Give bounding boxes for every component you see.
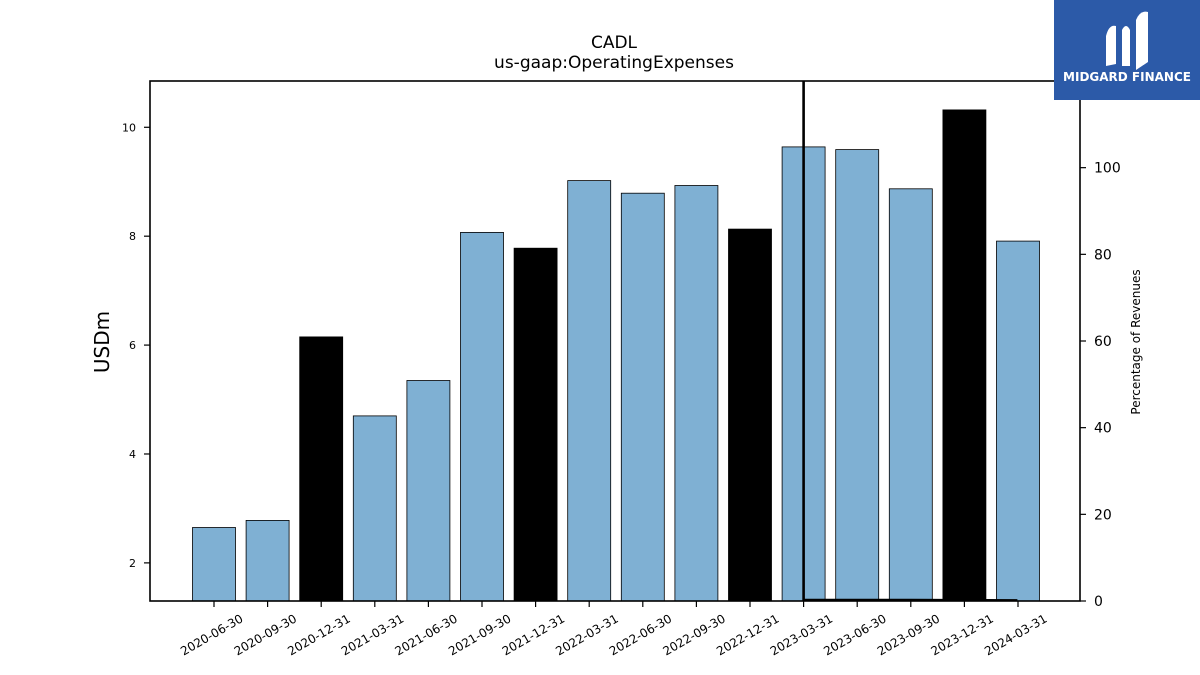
bar-2020-12-31 — [299, 336, 344, 602]
y2-tick-label: 0 — [1094, 594, 1103, 610]
y2-tick-label: 80 — [1094, 247, 1112, 263]
y2-axis-ticks: 0 20 40 60 80 100 — [1080, 161, 1121, 610]
bar-2021-12-31 — [513, 247, 558, 602]
bar-2020-09-30 — [245, 520, 290, 602]
chart-subtitle: us-gaap:OperatingExpenses — [494, 53, 734, 73]
percentage-series — [802, 81, 1018, 602]
bar-2022-06-30 — [620, 192, 665, 602]
bar-2023-06-30 — [835, 149, 880, 602]
y-tick-label: 4 — [129, 448, 136, 461]
bar-2020-06-30 — [192, 527, 236, 602]
bar-2024-03-31 — [996, 240, 1040, 602]
y2-tick-label: 20 — [1094, 507, 1112, 523]
chart-title: CADL — [591, 33, 638, 53]
y-tick-label: 8 — [129, 230, 136, 243]
bar-2022-12-31 — [728, 228, 772, 602]
bar-2023-09-30 — [888, 188, 933, 602]
bar-2021-09-30 — [460, 231, 504, 602]
y-tick-label: 10 — [122, 121, 136, 134]
bar-2022-09-30 — [674, 185, 719, 602]
bars-group — [192, 109, 1040, 602]
bar-2022-03-31 — [567, 180, 612, 602]
y-tick-label: 6 — [129, 339, 136, 352]
y-axis-label: USDm — [90, 311, 114, 373]
bar-2021-03-31 — [352, 415, 397, 602]
bar-2023-12-31 — [942, 109, 987, 602]
y2-tick-label: 40 — [1094, 421, 1112, 437]
midgard-logo-icon: MIDGARD FINANCE — [1063, 11, 1191, 84]
plot-frame — [149, 80, 1081, 602]
midgard-finance-logo: MIDGARD FINANCE — [1054, 0, 1200, 100]
x-axis-ticks: 2020-06-302020-09-302020-12-312021-03-31… — [178, 601, 1050, 658]
y-tick-label: 2 — [129, 557, 136, 570]
y2-tick-label: 60 — [1094, 334, 1112, 350]
bar-2021-06-30 — [406, 380, 451, 602]
y2-axis-label: Percentage of Revenues — [1129, 269, 1143, 414]
logo-text: MIDGARD FINANCE — [1063, 70, 1191, 84]
y2-tick-label: 100 — [1094, 161, 1121, 177]
y-axis-ticks: 2 4 6 8 10 — [122, 121, 150, 570]
